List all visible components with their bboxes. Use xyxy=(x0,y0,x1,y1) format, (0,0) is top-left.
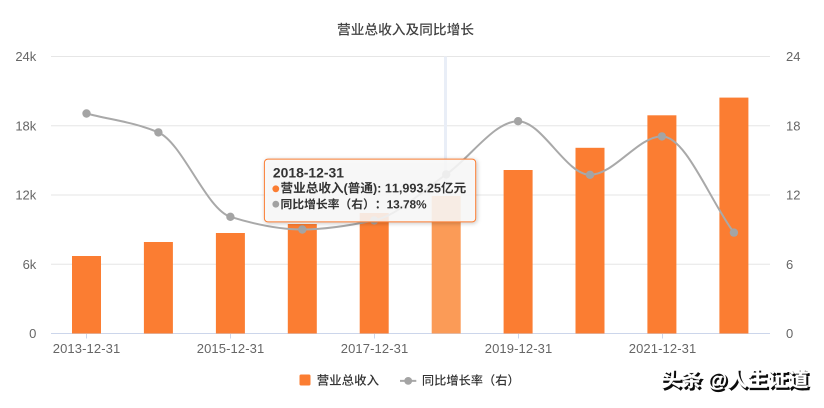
svg-text:12k: 12k xyxy=(15,188,36,203)
svg-text:0: 0 xyxy=(29,326,36,341)
svg-text:24: 24 xyxy=(786,49,800,64)
svg-text:2017-12-31: 2017-12-31 xyxy=(341,341,409,356)
svg-text:2021-12-31: 2021-12-31 xyxy=(629,341,697,356)
svg-text:24k: 24k xyxy=(15,49,36,64)
svg-text:2013-12-31: 2013-12-31 xyxy=(53,341,121,356)
svg-text:0: 0 xyxy=(786,326,793,341)
svg-text:2018-12-31: 2018-12-31 xyxy=(273,165,344,181)
svg-text:12: 12 xyxy=(786,188,800,203)
svg-text:2019-12-31: 2019-12-31 xyxy=(485,341,553,356)
svg-text:18: 18 xyxy=(786,118,800,133)
svg-text:2015-12-31: 2015-12-31 xyxy=(197,341,265,356)
svg-text:18k: 18k xyxy=(15,118,36,133)
svg-text:6k: 6k xyxy=(23,257,37,272)
svg-text:6: 6 xyxy=(786,257,793,272)
